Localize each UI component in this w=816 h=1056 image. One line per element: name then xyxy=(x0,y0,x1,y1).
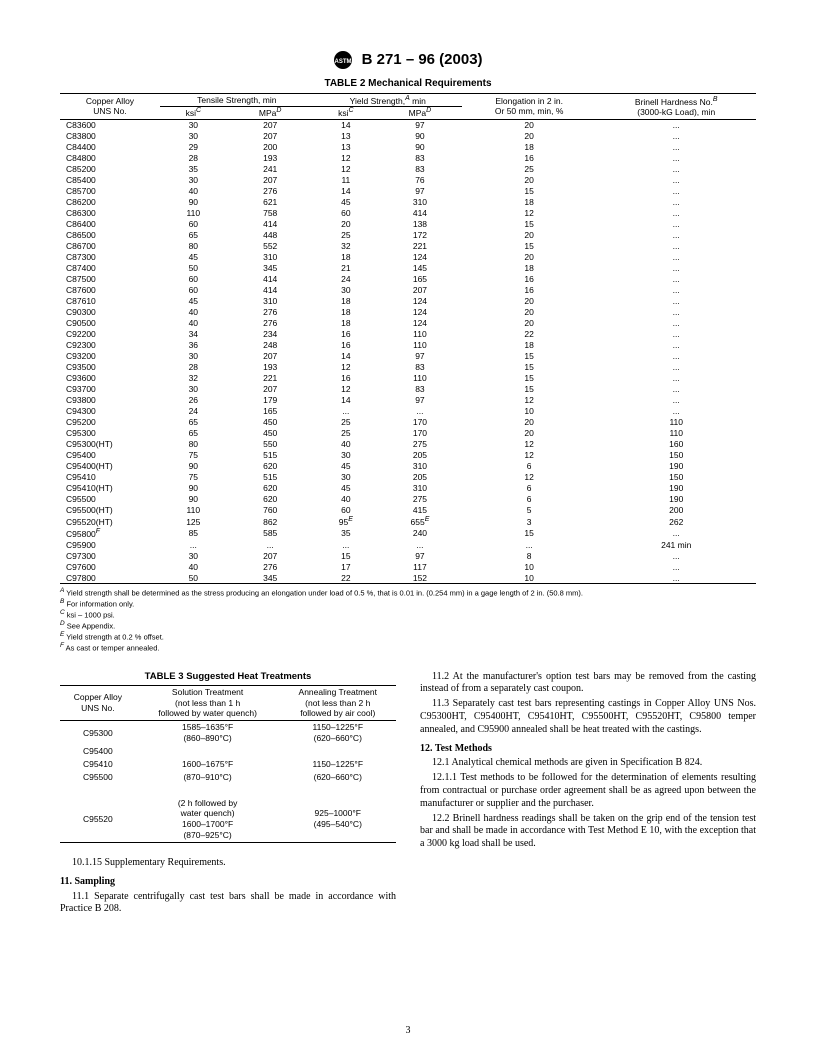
table-row: C90500402761812420... xyxy=(60,318,756,329)
table-row: C93600322211611015... xyxy=(60,373,756,384)
section-11-head: 11. Sampling xyxy=(60,876,396,889)
table-row: C95500(870–910°C)(620–660°C) xyxy=(60,771,396,784)
table-row: C9550090620402756190 xyxy=(60,494,756,505)
table-row: C92300362481611018... xyxy=(60,340,756,351)
table2-title: TABLE 2 Mechanical Requirements xyxy=(60,78,756,89)
table-row: C8440029200139018... xyxy=(60,142,756,153)
para-12-2: 12.2 Brinell hardness readings shall be … xyxy=(420,813,756,851)
table-row: C954101600–1675°F1150–1225°F xyxy=(60,758,396,771)
table-row: C95300654502517020110 xyxy=(60,428,756,439)
table-row: C863001107586041412... xyxy=(60,208,756,219)
table-row: C86700805523222115... xyxy=(60,241,756,252)
table-row: C95520(2 h followed bywater quench)1600–… xyxy=(60,797,396,843)
table-row: C9350028193128315... xyxy=(60,362,756,373)
table-row: C973003020715978... xyxy=(60,550,756,561)
table-row: C97800503452215210... xyxy=(60,572,756,584)
table-row: C86400604142013815... xyxy=(60,219,756,230)
table-row: C8380030207139020... xyxy=(60,131,756,142)
table-row: C87500604142416516... xyxy=(60,274,756,285)
table-row: C9430024165......10... xyxy=(60,406,756,417)
page-number: 3 xyxy=(0,1025,816,1036)
table-row: C87600604143020716... xyxy=(60,285,756,296)
table-row: C95520(HT)12586295E655E3262 xyxy=(60,516,756,528)
designation: B 271 – 96 (2003) xyxy=(362,51,483,68)
table-row: C87400503452114518... xyxy=(60,263,756,274)
table-row: C86500654482517220... xyxy=(60,230,756,241)
table-row: C9380026179149712... xyxy=(60,395,756,406)
table-row: C95900...............241 min xyxy=(60,539,756,550)
table-row: C95500(HT)110760604155200 xyxy=(60,505,756,516)
table-row: C95200654502517020110 xyxy=(60,417,756,428)
table3-heat-treatments: Copper AlloyUNS No. Solution Treatment(n… xyxy=(60,685,396,843)
table-row: C95400(HT)90620453106190 xyxy=(60,461,756,472)
table-row: C8480028193128316... xyxy=(60,153,756,164)
table-row: C9320030207149715... xyxy=(60,351,756,362)
table-row: C86200906214531018... xyxy=(60,197,756,208)
table-row: C97600402761711710... xyxy=(60,561,756,572)
table-row: C95410755153020512150 xyxy=(60,472,756,483)
table-row: C87300453101812420... xyxy=(60,252,756,263)
para-11-1: 11.1 Separate centrifugally cast test ba… xyxy=(60,891,396,917)
table-row xyxy=(60,784,396,797)
table-row: C8570040276149715... xyxy=(60,186,756,197)
table2-footnotes: A Yield strength shall be determined as … xyxy=(60,587,756,652)
para-11-2: 11.2 At the manufacturer's option test b… xyxy=(420,671,756,697)
table-row: C95410(HT)90620453106190 xyxy=(60,483,756,494)
table-row: C9370030207128315... xyxy=(60,384,756,395)
para-10-1-15: 10.1.15 Supplementary Requirements. xyxy=(60,857,396,870)
para-12-1: 12.1 Analytical chemical methods are giv… xyxy=(420,757,756,770)
table-row: C90300402761812420... xyxy=(60,307,756,318)
table-row: C95400755153020512150 xyxy=(60,450,756,461)
left-column: TABLE 3 Suggested Heat Treatments Copper… xyxy=(60,671,396,919)
svg-text:ASTM: ASTM xyxy=(335,59,352,65)
table-row: C8360030207149720... xyxy=(60,119,756,131)
table-row: C95400 xyxy=(60,745,396,758)
para-12-1-1: 12.1.1 Test methods to be followed for t… xyxy=(420,772,756,810)
table-row: C95800F855853524015... xyxy=(60,527,756,539)
page-header: ASTM B 271 – 96 (2003) xyxy=(60,50,756,70)
table-row: C95300(HT)805504027512160 xyxy=(60,439,756,450)
table-row: C953001585–1635°F(860–890°C)1150–1225°F(… xyxy=(60,721,396,745)
table-row: C87610453101812420... xyxy=(60,296,756,307)
para-11-3: 11.3 Separately cast test bars represent… xyxy=(420,698,756,736)
table3-title: TABLE 3 Suggested Heat Treatments xyxy=(60,671,396,683)
table-row: C92200342341611022... xyxy=(60,329,756,340)
table2-mechanical-requirements: Copper AlloyUNS No. Tensile Strength, mi… xyxy=(60,93,756,584)
table-row: C8540030207117620... xyxy=(60,175,756,186)
astm-logo-icon: ASTM xyxy=(333,50,353,70)
table-row: C8520035241128325... xyxy=(60,164,756,175)
section-12-head: 12. Test Methods xyxy=(420,743,756,756)
right-column: 11.2 At the manufacturer's option test b… xyxy=(420,671,756,919)
